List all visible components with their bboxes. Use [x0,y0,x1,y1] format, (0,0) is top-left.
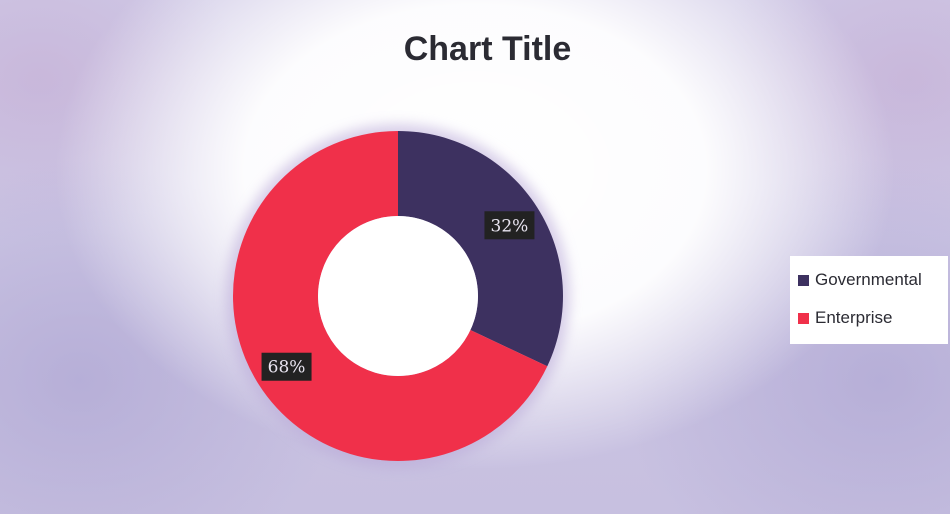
data-label-text: 68% [268,358,306,378]
legend: Governmental Enterprise [790,256,948,344]
data-labels-group: 32% 68% [261,211,535,381]
legend-label-enterprise: Enterprise [815,308,893,327]
slice-enterprise [232,131,548,461]
data-label-box [261,352,312,381]
legend-swatch-governmental [798,274,809,286]
data-label-enterprise: 68% [261,352,312,381]
legend-item-enterprise: Enterprise [798,308,892,328]
data-label-governmental: 32% [484,211,535,240]
legend-swatch-enterprise [798,312,809,324]
slices-group [232,131,563,461]
legend-item-governmental: Governmental [798,270,922,290]
chart-title: Chart Title [403,30,572,68]
legend-label-governmental: Governmental [815,270,922,289]
doughnut-hole [318,216,478,376]
data-label-box [484,211,535,240]
data-label-text: 32% [491,216,529,236]
slice-governmental [398,131,563,367]
